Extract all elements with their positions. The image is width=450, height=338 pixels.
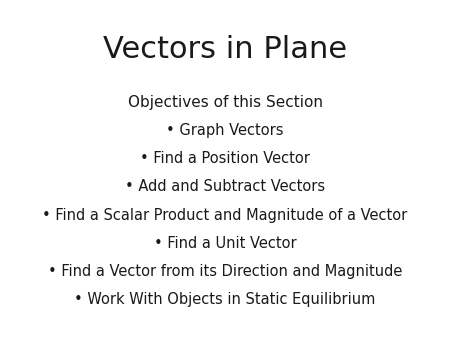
Text: • Find a Unit Vector: • Find a Unit Vector bbox=[154, 236, 296, 250]
Text: • Find a Position Vector: • Find a Position Vector bbox=[140, 151, 310, 166]
Text: • Work With Objects in Static Equilibrium: • Work With Objects in Static Equilibriu… bbox=[74, 292, 376, 307]
Text: • Find a Scalar Product and Magnitude of a Vector: • Find a Scalar Product and Magnitude of… bbox=[42, 208, 408, 222]
Text: • Find a Vector from its Direction and Magnitude: • Find a Vector from its Direction and M… bbox=[48, 264, 402, 279]
Text: • Add and Subtract Vectors: • Add and Subtract Vectors bbox=[125, 179, 325, 194]
Text: Objectives of this Section: Objectives of this Section bbox=[127, 95, 323, 110]
Text: • Graph Vectors: • Graph Vectors bbox=[166, 123, 284, 138]
Text: Vectors in Plane: Vectors in Plane bbox=[103, 35, 347, 65]
